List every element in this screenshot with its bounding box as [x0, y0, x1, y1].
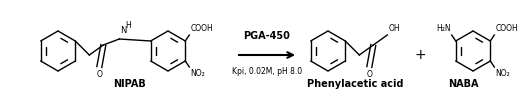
Text: O: O: [96, 70, 102, 79]
Text: +: +: [414, 48, 426, 62]
Text: COOH: COOH: [190, 24, 213, 33]
Text: N: N: [120, 26, 127, 35]
Text: PGA-450: PGA-450: [243, 31, 291, 41]
Text: OH: OH: [388, 24, 400, 33]
Text: O: O: [367, 70, 372, 79]
Text: Kpi, 0.02M, pH 8.0: Kpi, 0.02M, pH 8.0: [232, 67, 302, 76]
Text: COOH: COOH: [496, 24, 518, 33]
Text: H: H: [125, 21, 131, 30]
Text: NABA: NABA: [448, 79, 478, 89]
Text: H₂N: H₂N: [436, 24, 451, 33]
Text: NO₂: NO₂: [496, 69, 510, 78]
Text: NIPAB: NIPAB: [114, 79, 146, 89]
Text: NO₂: NO₂: [190, 69, 205, 78]
Text: Phenylacetic acid: Phenylacetic acid: [307, 79, 403, 89]
